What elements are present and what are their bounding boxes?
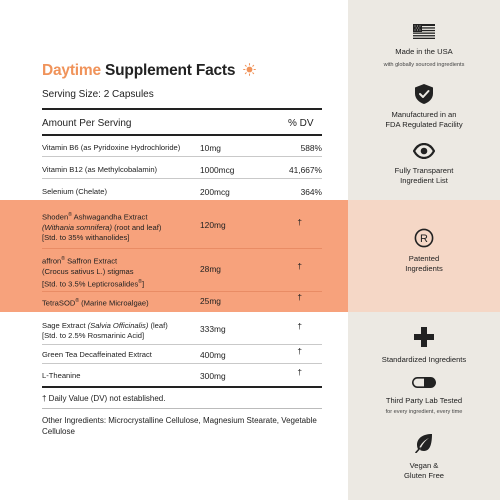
row-divider [42, 291, 322, 292]
dv-footnote: † Daily Value (DV) not established. [42, 394, 166, 403]
ingredient-dv: † [297, 321, 302, 331]
ingredient-dv: † [297, 292, 302, 302]
eye-icon [413, 143, 435, 159]
feature-title: Standardized Ingredients [381, 355, 467, 364]
leaf-icon [415, 434, 432, 453]
shield-check-icon [415, 84, 433, 104]
registered-icon: R [414, 228, 434, 248]
row-divider [42, 363, 322, 364]
page-title: Daytime Supplement Facts [42, 62, 257, 80]
header-rule-top [42, 108, 322, 110]
feature-fda-facility: Manufactured in an FDA Regulated Facility [348, 84, 500, 130]
ingredient-amount: 333mg [200, 324, 226, 334]
ingredient-amount: 28mg [200, 264, 221, 274]
ingredient-amount: 400mg [200, 350, 226, 360]
patented-ingredients-highlight [0, 200, 348, 312]
patented-ingredients-highlight-side [348, 200, 500, 312]
ingredient-dv: 588% [300, 143, 322, 153]
ingredient-name: affron® Saffron Extract (Crocus sativus … [42, 256, 145, 289]
title-accent: Daytime [42, 62, 101, 79]
row-divider [42, 156, 322, 157]
title-rest: Supplement Facts [105, 62, 236, 79]
ingredient-name: Sage Extract (Salvia Officinalis) (leaf)… [42, 321, 168, 340]
feature-subtitle: for every ingredient, every time [385, 409, 463, 415]
ingredient-name: Vitamin B6 (as Pyridoxine Hydrochloride) [42, 143, 181, 152]
feature-title: Vegan & Gluten Free [403, 461, 445, 480]
ingredient-dv: † [297, 217, 302, 227]
plus-cross-icon [414, 327, 434, 347]
feature-title: Patented Ingredients [405, 254, 443, 273]
feature-made-in-usa: Made in the USA with globally sourced in… [348, 24, 500, 69]
ingredient-amount: 25mg [200, 296, 221, 306]
serving-size: Serving Size: 2 Capsules [42, 89, 154, 100]
ingredient-dv: 41,667% [288, 165, 322, 175]
feature-title: Third Party Lab Tested [385, 396, 463, 405]
amount-per-serving-header: Amount Per Serving [42, 118, 132, 129]
ingredient-dv: † [297, 367, 302, 377]
feature-lab-tested: Third Party Lab Tested for every ingredi… [348, 377, 500, 416]
ingredient-amount: 1000mcg [200, 165, 235, 175]
table-rule-bottom [42, 386, 322, 388]
ingredient-dv: † [297, 261, 302, 271]
ingredient-name: L-Theanine [42, 371, 81, 380]
row-divider [42, 248, 322, 249]
ingredient-name: Green Tea Decaffeinated Extract [42, 350, 152, 359]
feature-title: Manufactured in an FDA Regulated Facility [385, 110, 463, 129]
capsule-icon [412, 377, 436, 388]
us-flag-icon [413, 24, 435, 39]
ingredient-amount: 300mg [200, 371, 226, 381]
ingredient-name: Shoden® Ashwagandha Extract (Withania so… [42, 212, 162, 242]
feature-title: Made in the USA [395, 47, 453, 56]
feature-transparent-list: Fully Transparent Ingredient List [348, 143, 500, 186]
header-rule-bottom [42, 134, 322, 136]
ingredient-name: Selenium (Chelate) [42, 187, 107, 196]
other-ingredients: Other Ingredients: Microcrystalline Cell… [42, 416, 317, 436]
feature-vegan: Vegan & Gluten Free [348, 433, 500, 481]
footnote-divider [42, 408, 322, 409]
feature-patented: R Patented Ingredients [348, 228, 500, 274]
ingredient-dv: 364% [300, 187, 322, 197]
ingredient-amount: 10mg [200, 143, 221, 153]
row-divider [42, 178, 322, 179]
dv-header: % DV [288, 118, 314, 129]
sun-icon [243, 63, 257, 77]
svg-text:R: R [420, 233, 428, 245]
feature-standardized: Standardized Ingredients [348, 327, 500, 365]
ingredient-dv: † [297, 346, 302, 356]
ingredient-amount: 200mcg [200, 187, 230, 197]
ingredient-name: TetraSOD® (Marine Microalgae) [42, 298, 149, 308]
feature-subtitle: with globally sourced ingredients [383, 62, 465, 68]
row-divider [42, 344, 322, 345]
feature-title: Fully Transparent Ingredient List [394, 166, 454, 185]
ingredient-amount: 120mg [200, 220, 226, 230]
ingredient-name: Vitamin B12 (as Methylcobalamin) [42, 165, 158, 174]
